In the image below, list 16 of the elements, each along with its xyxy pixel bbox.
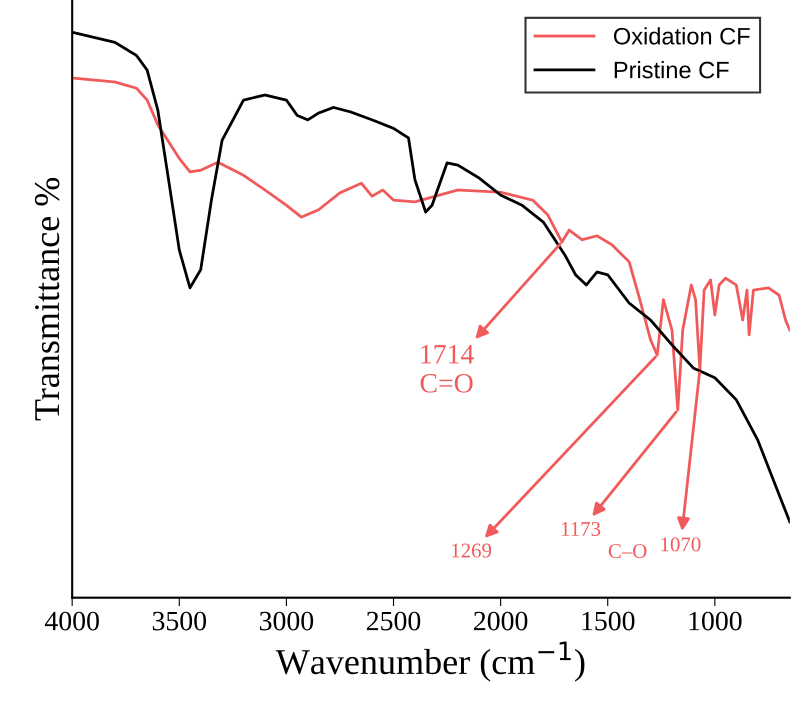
annotation: 1173 (562, 522, 600, 536)
legend-label: Pristine CF (614, 61, 729, 78)
x-tick-label: 1500 (582, 612, 634, 630)
annotation: C–O (608, 544, 646, 558)
x-tick-label: 4000 (44, 612, 99, 630)
y-axis-title: Transmittance % (34, 178, 60, 420)
x-axis-title: Wavenumber (cm$^{−1}$) (276, 642, 584, 682)
annotation: 1070 (661, 537, 700, 552)
x-tick-label: 3500 (152, 612, 206, 630)
x-tick-label: 2000 (474, 612, 528, 630)
x-tick-label: 2500 (366, 612, 420, 630)
annotation: 1714 C=O (420, 345, 474, 393)
x-tick-label: 1000 (690, 612, 742, 630)
annotation: 1269 (452, 544, 492, 558)
legend-label: Oxidation CF (614, 27, 750, 45)
x-tick-label: 3000 (260, 612, 314, 630)
